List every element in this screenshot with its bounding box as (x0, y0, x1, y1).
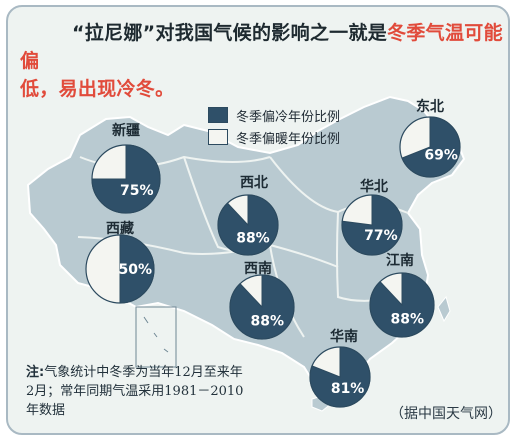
pie-slice-cold (309, 346, 371, 408)
legend-label-cold: 冬季偏冷年份比例 (236, 109, 341, 125)
headline-line-1: “拉尼娜”对我国气候的影响之一就是冬季气温可能偏 (20, 19, 508, 75)
island-taiwan (437, 295, 451, 323)
pie-value-label: 81% (331, 381, 365, 397)
pie-value-label: 50% (119, 262, 153, 278)
south-sea-inset (135, 306, 177, 368)
region-name-label: 华北 (360, 178, 388, 195)
legend-item-cold: 冬季偏冷年份比例 (208, 105, 340, 125)
pie-6: 69% 东北 (399, 98, 461, 178)
legend: 冬季偏冷年份比例 冬季偏暖年份比例 (208, 105, 340, 149)
region-name-label: 西北 (240, 175, 268, 191)
legend-swatch-cold (208, 107, 228, 123)
pie-slice-cold (119, 234, 155, 304)
south-sea-islands (143, 316, 169, 353)
headline-highlight-1: 冬季气温可能偏 (20, 22, 503, 72)
pie-2: 50% 西藏 (85, 220, 155, 304)
pie-slice-cold (229, 274, 295, 340)
china-map: 75% 新疆 50% 西藏 88% 西北 88% 西南 77% 华北 69% 东北 88% 江南 81% 华南 (26, 95, 466, 412)
legend-label-warm: 冬季偏暖年份比例 (236, 131, 341, 147)
pie-slice-cold (91, 144, 161, 214)
pie-5: 77% 华北 (341, 178, 403, 256)
headline-prefix: “拉尼娜”对我国气候的影响之一就是 (72, 22, 388, 44)
legend-item-warm: 冬季偏暖年份比例 (208, 127, 340, 147)
pie-slice-cold (369, 272, 435, 338)
pie-value-label: 88% (391, 311, 425, 327)
pie-slice-cold (217, 194, 279, 256)
pie-slice-cold (341, 194, 403, 256)
region-name-label: 新疆 (112, 122, 140, 139)
region-name-label: 东北 (416, 98, 444, 115)
region-name-label: 西南 (244, 260, 272, 277)
headline-line-2: 低，易出现冷冬。 (20, 78, 175, 100)
region-name-label: 西藏 (106, 220, 134, 237)
legend-swatch-warm (208, 129, 228, 145)
headline: “拉尼娜”对我国气候的影响之一就是冬季气温可能偏 低，易出现冷冬。 (20, 19, 508, 103)
region-name-label: 江南 (386, 252, 414, 269)
pie-slice-cold (401, 116, 461, 178)
source-credit: （据中国天气网） (390, 406, 502, 422)
pie-value-label: 69% (424, 148, 458, 164)
pie-8: 81% 华南 (309, 328, 371, 408)
pie-value-label: 88% (236, 231, 270, 247)
pie-value-label: 75% (120, 183, 154, 199)
region-name-label: 华南 (330, 328, 358, 345)
footnote: 注:气象统计中冬季为当年12月至来年2月；常年同期气温采用1981－2010年数… (26, 363, 246, 420)
footnote-text: 气象统计中冬季为当年12月至来年2月；常年同期气温采用1981－2010年数据 (26, 365, 244, 418)
pie-3: 88% 西北 (217, 175, 279, 256)
footnote-label: 注: (26, 365, 45, 380)
infographic-frame: 75% 新疆 50% 西藏 88% 西北 88% 西南 77% 华北 69% 东北 88% 江南 81% 华南… (6, 5, 510, 435)
pie-1: 75% 新疆 (91, 122, 161, 214)
pie-4: 88% 西南 (229, 260, 295, 340)
pie-value-label: 77% (364, 228, 398, 244)
pie-7: 88% 江南 (369, 252, 435, 338)
pie-value-label: 88% (251, 313, 285, 329)
pie-charts-layer: 75% 新疆 50% 西藏 88% 西北 88% 西南 77% 华北 69% 东北 88% 江南 81% 华南 (85, 98, 461, 408)
